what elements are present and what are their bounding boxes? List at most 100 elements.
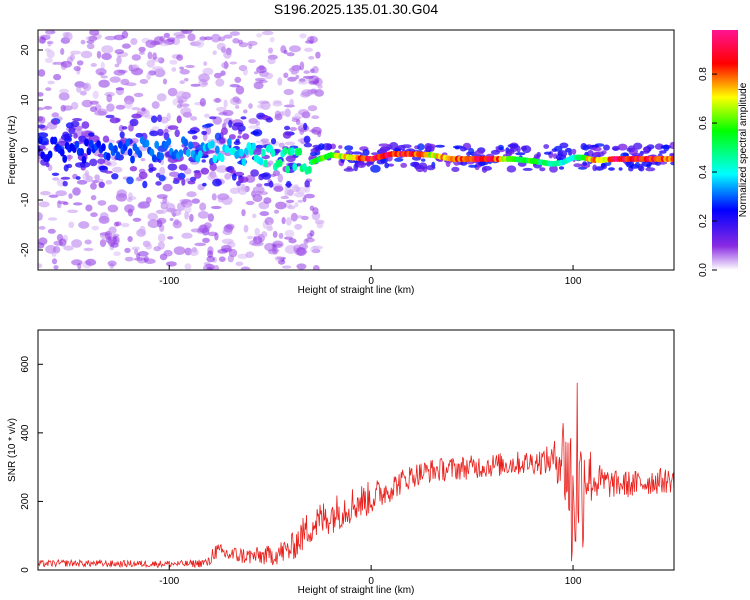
spectrogram-band-blob (370, 164, 381, 173)
spectrogram-ridge-cell (188, 141, 194, 150)
spectrogram-noise-blob (293, 215, 304, 219)
spectrogram-noise-blob (269, 36, 275, 43)
spectrogram-ridge-cell (307, 165, 312, 174)
spectrogram-noise-blob (38, 92, 44, 97)
spectrogram-ridge-cell (144, 139, 150, 148)
spectrogram-noise-blob (60, 48, 65, 55)
spectrogram-noise-blob (214, 72, 222, 79)
spectrogram-noise-blob (147, 212, 158, 221)
spectrogram-band-blob (219, 137, 226, 144)
spectrogram-noise-blob (127, 192, 133, 200)
spectrogram-noise-blob (132, 217, 142, 222)
spectrogram-band-blob (468, 164, 478, 168)
spectrogram-band-blob (378, 143, 390, 147)
spectrogram-noise-blob (278, 232, 284, 239)
spectrogram-ridge-cell (118, 140, 123, 149)
spectrogram-band-blob (105, 114, 115, 119)
spectrogram-noise-blob (68, 221, 75, 229)
spectrogram-noise-blob (210, 33, 221, 43)
spectrogram-ridge-cell (263, 159, 269, 168)
spectrogram-noise-blob (222, 228, 233, 236)
spectrogram-noise-blob (40, 191, 51, 196)
spectrogram-noise-blob (283, 72, 289, 79)
spectrogram-band-blob (209, 163, 217, 172)
spectrogram-ridge-cell (219, 154, 225, 163)
spectrogram-noise-blob (308, 80, 319, 85)
spectrogram-band-blob (417, 143, 425, 151)
x-tick-label: 0 (368, 576, 374, 587)
spectrogram-band-blob (454, 146, 460, 150)
spectrogram-noise-blob (264, 217, 274, 226)
spectrogram-noise-blob (229, 84, 240, 88)
spectrogram-noise-blob (309, 230, 315, 237)
spectrogram-band-blob (631, 152, 641, 157)
spectrogram-band-blob (659, 150, 667, 154)
spectrogram-noise-blob (247, 235, 253, 240)
spectrogram-noise-blob (45, 57, 53, 64)
spectrogram-noise-blob (227, 254, 234, 263)
spectrogram-noise-blob (173, 32, 185, 37)
spectrogram-noise-blob (245, 251, 255, 258)
spectrogram-noise-blob (52, 62, 57, 65)
spectrogram-noise-blob (163, 32, 170, 39)
spectrogram-noise-blob (181, 30, 193, 34)
spectrogram-noise-blob (229, 187, 240, 195)
spectrogram-band-blob (559, 142, 569, 149)
spectrogram-noise-blob (76, 60, 84, 66)
spectrogram-band-blob (426, 165, 436, 171)
spectrogram-band-blob (236, 180, 241, 186)
spectrogram-noise-blob (258, 100, 270, 105)
spectrogram-band-blob (424, 143, 433, 151)
spectrogram-band-blob (228, 119, 233, 128)
spectrogram-band-blob (594, 144, 599, 148)
spectrogram-noise-blob (139, 51, 145, 55)
spectrogram-noise-blob (273, 185, 284, 193)
spectrogram-band-blob (617, 143, 628, 151)
spectrogram-noise-blob (194, 242, 207, 247)
spectrogram-noise-blob (206, 255, 215, 263)
spectrogram-noise-blob (84, 170, 90, 177)
spectrogram-noise-blob (101, 45, 114, 54)
y-tick-label: 200 (20, 493, 31, 510)
spectrogram-band-blob (495, 146, 500, 150)
spectrogram-band-blob (296, 163, 302, 167)
spectrogram-noise-blob (107, 204, 119, 213)
spectrogram-noise-blob (198, 73, 210, 83)
spectrogram-noise-blob (104, 35, 117, 41)
spectrogram-noise-blob (179, 80, 185, 85)
spectrogram-noise-blob (84, 239, 92, 245)
spectrogram-ridge-cell (38, 136, 43, 145)
spectrogram-band-blob (238, 176, 249, 183)
spectrogram-noise-blob (215, 165, 228, 173)
spectrogram-noise-blob (162, 78, 168, 85)
spectrogram-noise-blob (63, 245, 74, 251)
spectrogram-noise-blob (285, 199, 295, 203)
spectrogram-band-blob (635, 161, 640, 168)
spectrogram-noise-blob (259, 211, 270, 217)
snr-frame (37, 329, 675, 571)
spectrogram-ridge-cell (127, 148, 133, 157)
spectrogram-noise-blob (284, 188, 289, 197)
spectrogram-band-blob (98, 181, 105, 188)
spectrogram-band-blob (231, 173, 237, 181)
spectrogram-band-blob (642, 150, 650, 154)
spectrogram-band-blob (38, 124, 46, 129)
spectrogram-band-blob (490, 149, 500, 155)
spectrogram-noise-blob (151, 101, 160, 109)
spectrogram-band-blob (343, 168, 355, 172)
spectrogram-ridge-cell (297, 147, 303, 156)
spectrogram-band-blob (268, 180, 274, 188)
spectrogram-noise-blob (115, 87, 125, 91)
spectrogram-band-blob (60, 176, 71, 180)
spectrogram-noise-blob (248, 125, 259, 129)
spectrogram-band-blob (258, 174, 264, 181)
spectrogram-noise-blob (89, 30, 100, 36)
spectrogram-noise-blob (90, 106, 98, 113)
spectrogram-band-blob (102, 135, 110, 143)
x-tick-label: 100 (565, 276, 582, 287)
spectrogram-noise-blob (171, 67, 177, 72)
spectrogram-band-blob (568, 151, 573, 156)
snr-plot-area (38, 330, 674, 570)
spectrogram-band-blob (98, 165, 108, 171)
